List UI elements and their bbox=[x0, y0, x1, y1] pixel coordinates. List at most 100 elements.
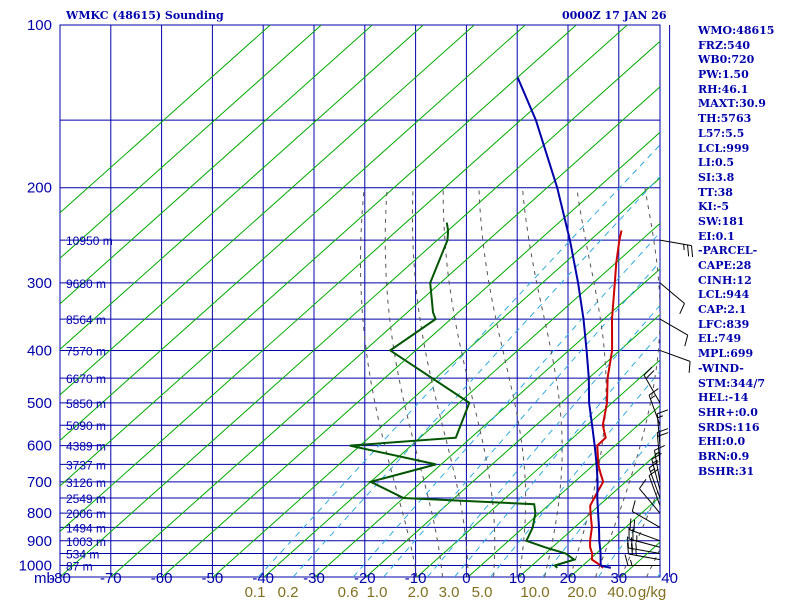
isotherm-line bbox=[774, 25, 800, 577]
index-value: SW:181 bbox=[698, 214, 745, 228]
wind-barb-staff bbox=[628, 538, 661, 548]
wind-barb-feather bbox=[626, 536, 629, 548]
isotherm-line bbox=[60, 25, 475, 396]
temperature-tick-label: 40 bbox=[661, 570, 678, 587]
mixing-ratio-line bbox=[257, 144, 660, 577]
mixing-ratio-label: 20.0 bbox=[567, 584, 596, 600]
mixing-ratio-label: 0.2 bbox=[278, 584, 299, 600]
index-value: SRDS:116 bbox=[698, 420, 760, 434]
wind-barb-feather bbox=[631, 500, 636, 512]
wind-barb-feather bbox=[643, 366, 653, 376]
index-value: L57:5.5 bbox=[698, 126, 745, 140]
temperature-tick-label: -10 bbox=[405, 570, 427, 587]
wind-barb-feather bbox=[657, 409, 669, 415]
wind-barb-feather bbox=[639, 478, 647, 489]
isotherm-line bbox=[60, 25, 628, 533]
index-value: CINH:12 bbox=[698, 273, 752, 287]
height-label: 3737 m bbox=[66, 458, 106, 472]
index-value: RH:46.1 bbox=[698, 82, 749, 96]
pressure-label: 200 bbox=[27, 180, 52, 197]
temperature-tick-label: -60 bbox=[151, 570, 173, 587]
index-value: MAXT:30.9 bbox=[698, 97, 766, 111]
height-label: 8564 m bbox=[66, 313, 106, 327]
wind-barb bbox=[629, 518, 661, 542]
wind-barb-staff bbox=[656, 432, 661, 465]
isotherm-line bbox=[110, 86, 660, 577]
wind-barb-staff bbox=[632, 510, 661, 528]
index-value: LCL:999 bbox=[698, 141, 750, 155]
wind-barb-staff bbox=[639, 488, 661, 514]
index-value: TH:5763 bbox=[698, 112, 752, 126]
mixing-ratio-label: 3.0 bbox=[439, 584, 460, 600]
wind-barb bbox=[656, 409, 669, 446]
temperature-tick-label: 20 bbox=[560, 570, 577, 587]
chart-title: WMKC (48615) Sounding bbox=[66, 9, 224, 22]
index-value: EI:0.1 bbox=[698, 229, 735, 243]
index-value: SHR+:0.0 bbox=[698, 405, 758, 419]
height-label: 5850 m bbox=[66, 397, 106, 411]
wind-barb-feather bbox=[633, 519, 636, 532]
index-value: -PARCEL- bbox=[698, 244, 758, 258]
chart-subtitle: 0000Z 17 JAN 26 bbox=[562, 9, 667, 22]
moist-adiabat-line bbox=[620, 484, 660, 577]
wind-barb-staff bbox=[659, 349, 691, 362]
wind-barb-staff bbox=[648, 394, 661, 426]
index-value: CAP:2.1 bbox=[698, 303, 747, 317]
index-value: SI:3.8 bbox=[698, 170, 735, 184]
isotherm-line bbox=[467, 404, 660, 577]
height-label: 2549 m bbox=[66, 492, 106, 506]
pressure-label: 600 bbox=[27, 438, 52, 455]
wind-barb-feather bbox=[654, 444, 665, 451]
mixing-ratio-label: 0.6 bbox=[338, 584, 359, 600]
height-label: 87 m bbox=[66, 560, 93, 574]
isotherm-line bbox=[416, 359, 660, 577]
index-value: EL:749 bbox=[698, 332, 742, 346]
indices-panel: WMO:48615 FRZ:540 WB0:720 PW:1.50 RH:46.1 MAX… bbox=[698, 24, 774, 479]
wind-barb-staff bbox=[648, 467, 661, 499]
mixing-ratio-label: 2.0 bbox=[408, 584, 429, 600]
wind-barb-half-feather bbox=[683, 244, 685, 250]
isotherm-line bbox=[60, 40, 660, 577]
wind-barbs bbox=[624, 239, 694, 567]
wind-barb bbox=[648, 468, 661, 506]
isotherm-line bbox=[518, 450, 660, 577]
height-label: 10950 m bbox=[66, 234, 113, 248]
temperature-tick-label: -50 bbox=[202, 570, 224, 587]
wind-barb-feather bbox=[624, 554, 629, 566]
wind-barb-staff bbox=[629, 529, 661, 542]
height-label: 5090 m bbox=[66, 419, 106, 433]
wind-barb bbox=[624, 554, 660, 567]
height-label: 534 m bbox=[66, 548, 99, 562]
wind-barb-staff bbox=[651, 459, 661, 491]
pressure-label: 500 bbox=[27, 395, 52, 412]
wind-barb bbox=[659, 282, 685, 315]
index-value: HEL:-14 bbox=[698, 391, 749, 405]
temperature-tick-label: 30 bbox=[610, 570, 627, 587]
temperature-trace bbox=[589, 230, 623, 569]
pressure-label: 100 bbox=[27, 17, 52, 34]
height-label: 9680 m bbox=[66, 277, 106, 291]
isotherm-line bbox=[60, 25, 322, 259]
mixing-ratio-label: 10.0 bbox=[520, 584, 549, 600]
height-label: 3126 m bbox=[66, 476, 106, 490]
wind-barb-staff bbox=[659, 318, 688, 336]
temperature-tick-label: -20 bbox=[354, 570, 376, 587]
isotherm-line bbox=[60, 25, 424, 350]
index-value: WB0:720 bbox=[698, 53, 755, 67]
temperature-tick-label: 0 bbox=[462, 570, 470, 587]
index-value: LCL:944 bbox=[698, 288, 750, 302]
wind-barb-staff bbox=[659, 282, 685, 304]
index-value: MPL:699 bbox=[698, 347, 754, 361]
wind-barb-half-feather bbox=[650, 395, 656, 400]
index-value: BRN:0.9 bbox=[698, 449, 750, 463]
height-label: 7570 m bbox=[66, 344, 106, 358]
temperature-tick-label: -40 bbox=[252, 570, 274, 587]
wind-barb bbox=[639, 478, 661, 514]
wind-barb-half-feather bbox=[657, 415, 664, 419]
pressure-grid bbox=[59, 24, 671, 578]
moist-adiabat-line bbox=[478, 187, 527, 577]
wind-barb-staff bbox=[628, 553, 661, 561]
temperature-tick-label: 10 bbox=[509, 570, 526, 587]
isotherm-line bbox=[263, 222, 660, 577]
wind-barb-feather bbox=[684, 334, 689, 347]
